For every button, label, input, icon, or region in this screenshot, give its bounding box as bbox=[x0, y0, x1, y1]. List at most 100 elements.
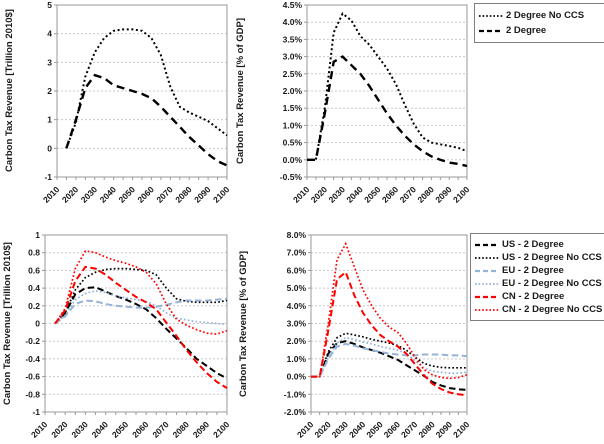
x-tick-label: 2050 bbox=[364, 419, 385, 440]
series-eu-2-degree-no-ccs bbox=[311, 336, 468, 378]
series-eu-2-degree bbox=[54, 297, 228, 325]
y-tick-label: 0 bbox=[35, 319, 40, 329]
x-tick-label: 2090 bbox=[192, 184, 213, 205]
y-tick-label: 1 bbox=[47, 115, 52, 125]
x-tick-label: 2020 bbox=[49, 419, 70, 440]
x-tick-label: 2040 bbox=[90, 419, 111, 440]
y-axis-title-regional-percent: Carbon Tax Revenue [% of GDP] bbox=[238, 250, 249, 397]
legend-item-cn-2-degree: CN - 2 Degree bbox=[475, 291, 603, 303]
legend-label: US - 2 Degree No CCS bbox=[502, 251, 602, 263]
y-tick-label: -0.6 bbox=[25, 372, 40, 382]
x-tick-label: 2050 bbox=[117, 184, 138, 205]
y-tick-label: 3 bbox=[47, 57, 52, 67]
y-tick-label: 0.0% bbox=[287, 372, 307, 382]
x-tick-label: 2010 bbox=[29, 419, 50, 440]
series-cn-2-degree bbox=[311, 270, 468, 397]
legend-regional-scenarios: US - 2 Degree US - 2 Degree No CCS EU - 2 … bbox=[470, 233, 604, 321]
legend-label: CN - 2 Degree bbox=[502, 290, 565, 302]
legend-label: 2 Degree No CCS bbox=[506, 9, 585, 21]
x-tick-label: 2090 bbox=[191, 419, 212, 440]
y-tick-label: 4.5% bbox=[283, 0, 303, 10]
y-tick-label: 2.5% bbox=[283, 69, 303, 79]
chart-global-carbon-tax-revenue-trillion: 5 4 3 2 1 0 -1 20102020203020402050206020702080… bbox=[41, 0, 232, 205]
legend-label: CN - 2 Degree No CCS bbox=[502, 303, 603, 315]
legend-label: EU - 2 Degree No CCS bbox=[502, 277, 602, 289]
legend-item-us-2-degree: US - 2 Degree bbox=[475, 239, 603, 251]
legend-line-sample-dashed bbox=[475, 269, 499, 272]
x-tick-label: 2040 bbox=[347, 419, 368, 440]
y-tick-label: 0.8 bbox=[28, 248, 40, 258]
x-tick-label: 2040 bbox=[98, 184, 119, 205]
x-tick-label: 2070 bbox=[150, 419, 171, 440]
y-tick-label: 4.0% bbox=[283, 17, 303, 27]
x-tick-label: 2030 bbox=[327, 184, 348, 205]
x-tick-label: 2100 bbox=[211, 419, 232, 440]
x-tick-label: 2010 bbox=[291, 184, 312, 205]
y-tick-label: 5.0% bbox=[287, 283, 307, 293]
series-us-2-degree bbox=[311, 340, 468, 391]
legend-global-scenarios: 2 Degree No CCS 2 Degree bbox=[474, 3, 604, 43]
x-tick-label: 2100 bbox=[211, 184, 232, 205]
x-tick-label: 2050 bbox=[110, 419, 131, 440]
chart-regional-carbon-tax-revenue-percent-gdp: 8.0% 7.0% 6.0% 5.0% 4.0% 3.0% 2.0% 1.0% 0.0% -1.0… bbox=[284, 230, 472, 440]
x-tick-label: 2030 bbox=[69, 419, 90, 440]
series-cn-2-degree-no-ccs bbox=[311, 241, 468, 380]
y-tick-label: 6.0% bbox=[287, 265, 307, 275]
y-tick-label: 0 bbox=[47, 143, 52, 153]
series-cn-2-degree-no-ccs bbox=[54, 249, 228, 335]
x-tick-label: 2070 bbox=[154, 184, 175, 205]
x-tick-label: 2100 bbox=[451, 419, 472, 440]
y-tick-label: 8.0% bbox=[287, 230, 307, 240]
legend-item-2-degree-no-ccs: 2 Degree No CCS bbox=[479, 10, 599, 22]
y-tick-label: 1.0% bbox=[283, 120, 303, 130]
legend-label: 2 Degree bbox=[506, 24, 547, 36]
y-tick-label: 2.0% bbox=[283, 86, 303, 96]
y-axis-title-global-trillion: Carbon Tax Revenue [Trillion 2010$] bbox=[4, 9, 15, 173]
y-tick-label: 7.0% bbox=[287, 248, 307, 258]
x-tick-label: 2030 bbox=[330, 419, 351, 440]
legend-line-sample-dashed bbox=[475, 243, 499, 246]
y-tick-label: -1 bbox=[32, 407, 40, 417]
series-2-degree bbox=[65, 73, 228, 167]
legend-line-sample-dotted bbox=[479, 14, 503, 17]
y-tick-label: 4 bbox=[47, 29, 52, 39]
y-axis-title-regional-trillion: Carbon Tax Revenue [Trillion 2010$] bbox=[2, 242, 13, 405]
y-tick-label: -0.8 bbox=[25, 389, 40, 399]
x-tick-label: 2080 bbox=[415, 184, 436, 205]
y-tick-label: -1.0% bbox=[284, 389, 307, 399]
y-tick-label: -0.2 bbox=[25, 336, 40, 346]
x-tick-label: 2020 bbox=[312, 419, 333, 440]
legend-label: US - 2 Degree bbox=[502, 238, 564, 250]
y-tick-label: 0.2 bbox=[28, 301, 40, 311]
y-tick-label: 0.0% bbox=[283, 155, 303, 165]
legend-item-2-degree: 2 Degree bbox=[479, 25, 599, 37]
chart-regional-carbon-tax-revenue-trillion: 1 0.8 0.6 0.4 0.2 0 -0.2 -0.4 -0.6 -0.8 -1 2010 2020… bbox=[25, 230, 231, 440]
x-tick-label: 2100 bbox=[451, 184, 472, 205]
x-tick-label: 2050 bbox=[362, 184, 383, 205]
y-tick-label: -0.5% bbox=[280, 172, 303, 182]
series-us-2-degree bbox=[54, 286, 228, 380]
legend-line-sample-dotted bbox=[475, 256, 499, 259]
y-tick-label: 3.0% bbox=[287, 319, 307, 329]
x-tick-label: 2080 bbox=[173, 184, 194, 205]
series-2-degree-no-ccs bbox=[307, 12, 468, 161]
legend-item-eu-2-degree-no-ccs: EU - 2 Degree No CCS bbox=[475, 278, 603, 290]
x-tick-label: 2010 bbox=[295, 419, 316, 440]
series-2-degree-no-ccs bbox=[65, 28, 228, 149]
plot-border bbox=[44, 234, 228, 413]
series-us-2-degree-no-ccs bbox=[54, 267, 228, 325]
y-tick-label: 1.5% bbox=[283, 103, 303, 113]
y-tick-label: 4.0% bbox=[287, 301, 307, 311]
legend-line-sample-dotted bbox=[475, 308, 499, 311]
x-tick-label: 2020 bbox=[60, 184, 81, 205]
x-tick-label: 2080 bbox=[416, 419, 437, 440]
y-tick-label: 5 bbox=[47, 0, 52, 10]
y-tick-label: 0.4 bbox=[28, 283, 40, 293]
chart-global-carbon-tax-revenue-percent-gdp: 4.5% 4.0% 3.5% 3.0% 2.5% 2.0% 1.5% 1.0% 0.5% 0.0%… bbox=[280, 0, 472, 205]
x-tick-label: 2070 bbox=[398, 184, 419, 205]
legend-item-eu-2-degree: EU - 2 Degree bbox=[475, 265, 603, 277]
y-tick-label: 0.5% bbox=[283, 138, 303, 148]
legend-label: EU - 2 Degree bbox=[502, 264, 564, 276]
